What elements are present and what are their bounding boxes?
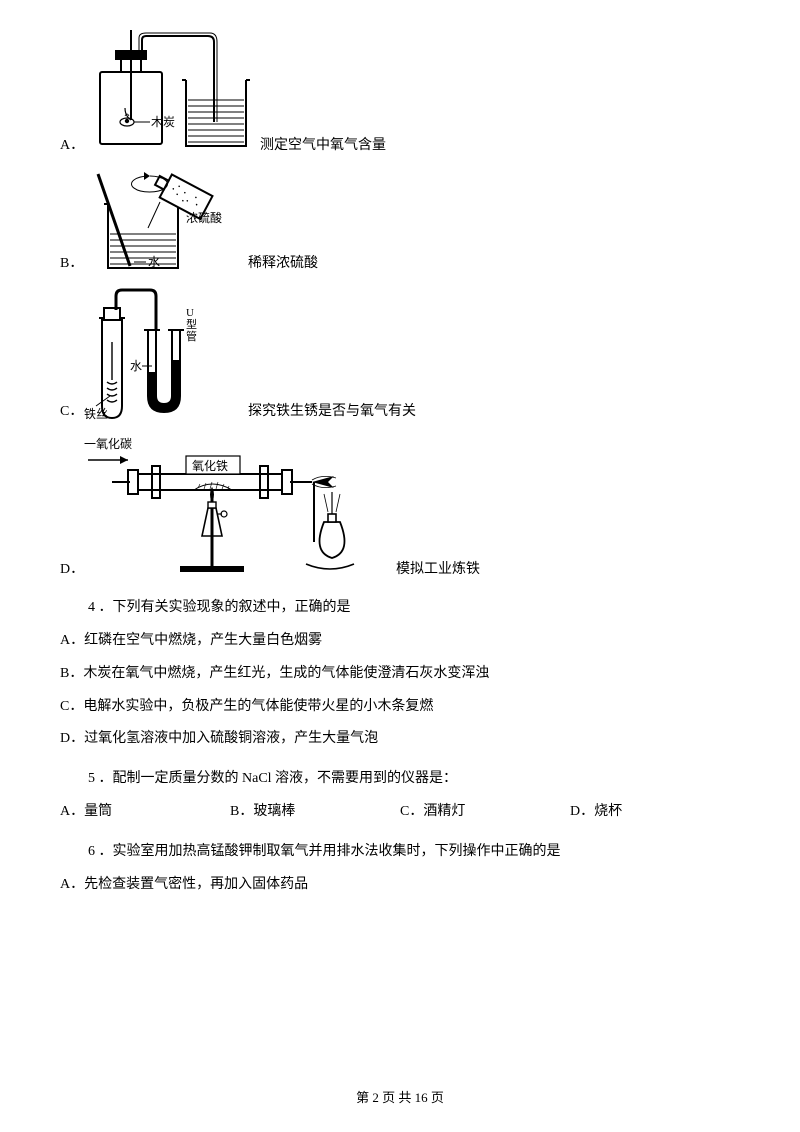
q4-c: C．电解水实验中，负极产生的气体能使带火星的小木条复燃 bbox=[60, 692, 740, 723]
q4-a: A．红磷在空气中燃烧，产生大量白色烟雾 bbox=[60, 626, 740, 657]
svg-text:型: 型 bbox=[186, 317, 197, 331]
diagram-d: 一氧化碳 氧化铁 bbox=[82, 434, 382, 584]
label-co: 一氧化碳 bbox=[84, 437, 132, 451]
option-letter: C． bbox=[60, 400, 82, 426]
q5-options: A．量筒 B．玻璃棒 C．酒精灯 D．烧杯 bbox=[60, 797, 740, 828]
q4-b: B．木炭在氧气中燃烧，产生红光，生成的气体能使澄清石灰水变浑浊 bbox=[60, 659, 740, 690]
label-h2so4: 浓硫酸 bbox=[186, 210, 222, 225]
option-caption: 测定空气中氧气含量 bbox=[260, 134, 386, 160]
option-c: C． U 型 管 水 铁丝 探究 bbox=[60, 286, 740, 426]
option-caption: 模拟工业炼铁 bbox=[396, 558, 480, 584]
option-letter: B． bbox=[60, 252, 82, 278]
q6-a: A．先检查装置气密性，再加入固体药品 bbox=[60, 870, 740, 901]
option-d: D． 一氧化碳 氧化铁 bbox=[60, 434, 740, 584]
q4-stem: 4 ．下列有关实验现象的叙述中，正确的是 bbox=[88, 594, 740, 622]
option-caption: 稀释浓硫酸 bbox=[248, 252, 318, 278]
option-letter: D． bbox=[60, 558, 82, 584]
q5-d: D．烧杯 bbox=[570, 797, 740, 828]
page-root: A． bbox=[0, 0, 800, 1132]
label-water-b: 水 bbox=[148, 255, 160, 269]
q4-d: D．过氧化氢溶液中加入硫酸铜溶液，产生大量气泡 bbox=[60, 724, 740, 755]
option-a: A． bbox=[60, 30, 740, 160]
option-letter: A． bbox=[60, 134, 82, 160]
label-water-c: 水 bbox=[130, 359, 142, 373]
diagram-a: 木炭 bbox=[82, 30, 252, 160]
q6-stem: 6 ．实验室用加热高锰酸钾制取氧气并用排水法收集时，下列操作中正确的是 bbox=[88, 838, 740, 866]
svg-text:管: 管 bbox=[186, 329, 197, 343]
page-footer: 第 2 页 共 16 页 bbox=[0, 1087, 800, 1106]
label-wire: 铁丝 bbox=[84, 407, 108, 421]
q5-a: A．量筒 bbox=[60, 797, 230, 828]
label-charcoal: 木炭 bbox=[151, 115, 175, 129]
label-fe2o3: 氧化铁 bbox=[192, 459, 228, 473]
q5-b: B．玻璃棒 bbox=[230, 797, 400, 828]
option-caption: 探究铁生锈是否与氧气有关 bbox=[248, 400, 416, 426]
q5-stem: 5 ．配制一定质量分数的 NaCl 溶液，不需要用到的仪器是： bbox=[88, 765, 740, 793]
diagram-c: U 型 管 水 铁丝 bbox=[82, 286, 232, 426]
option-b: B． bbox=[60, 168, 740, 278]
label-utube: U bbox=[186, 307, 194, 319]
q5-c: C．酒精灯 bbox=[400, 797, 570, 828]
diagram-b: 浓硫酸 水 bbox=[82, 168, 232, 278]
